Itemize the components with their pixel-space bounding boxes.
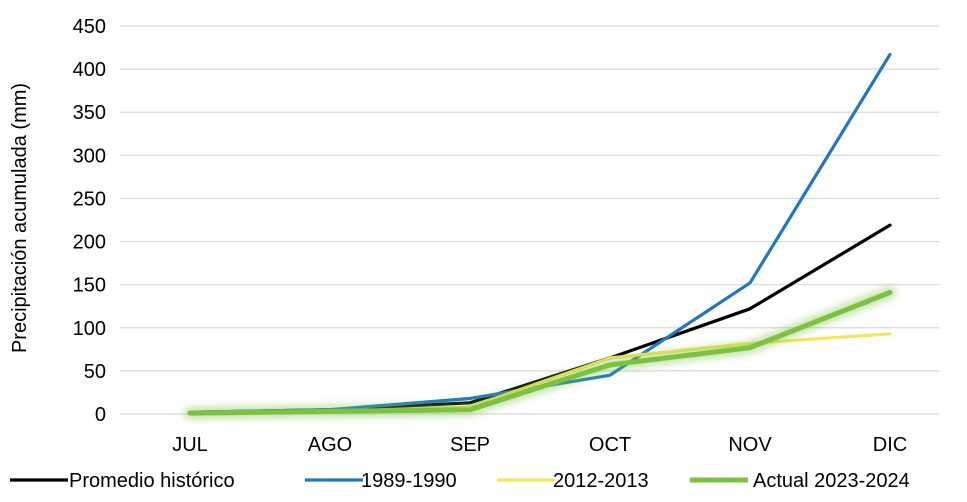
legend-label: 2012-2013	[553, 470, 649, 492]
legend: Promedio histórico 1989-1990 2012-2013 Actu…	[10, 470, 910, 492]
x-axis-ticks: JUL AGO SEP OCT NOV DIC	[172, 434, 907, 456]
y-tick-label: 300	[73, 145, 106, 167]
gridlines	[120, 26, 940, 414]
y-tick-label: 250	[73, 188, 106, 210]
x-tick-label: OCT	[589, 434, 631, 456]
y-axis-label: Precipitación acumulada (mm)	[9, 83, 31, 353]
y-tick-label: 350	[73, 102, 106, 124]
series-line	[190, 334, 890, 412]
x-tick-label: DIC	[873, 434, 907, 456]
y-tick-label: 0	[95, 404, 106, 426]
x-tick-label: JUL	[172, 434, 208, 456]
y-tick-label: 150	[73, 275, 106, 297]
series-glow	[190, 292, 890, 413]
y-tick-label: 50	[84, 361, 106, 383]
series-actual-2023-2024	[190, 292, 890, 413]
y-tick-label: 100	[73, 318, 106, 340]
legend-item: Actual 2023-2024	[690, 470, 910, 492]
legend-label: Promedio histórico	[69, 470, 235, 492]
series-line	[190, 54, 890, 412]
y-tick-label: 450	[73, 16, 106, 38]
legend-item: 1989-1990	[305, 470, 457, 492]
y-tick-label: 200	[73, 232, 106, 254]
series-1989-1990	[190, 54, 890, 412]
legend-item: 2012-2013	[497, 470, 649, 492]
series-line	[190, 292, 890, 413]
legend-item: Promedio histórico	[10, 470, 235, 492]
y-tick-label: 400	[73, 59, 106, 81]
series-2012-2013	[190, 334, 890, 412]
x-tick-label: SEP	[450, 434, 490, 456]
y-axis-ticks: 0 50 100 150 200 250 300 350 400 450	[73, 16, 106, 426]
x-tick-label: NOV	[728, 434, 772, 456]
legend-label: Actual 2023-2024	[753, 470, 910, 492]
series-lines	[190, 54, 890, 413]
x-tick-label: AGO	[308, 434, 352, 456]
legend-label: 1989-1990	[361, 470, 457, 492]
